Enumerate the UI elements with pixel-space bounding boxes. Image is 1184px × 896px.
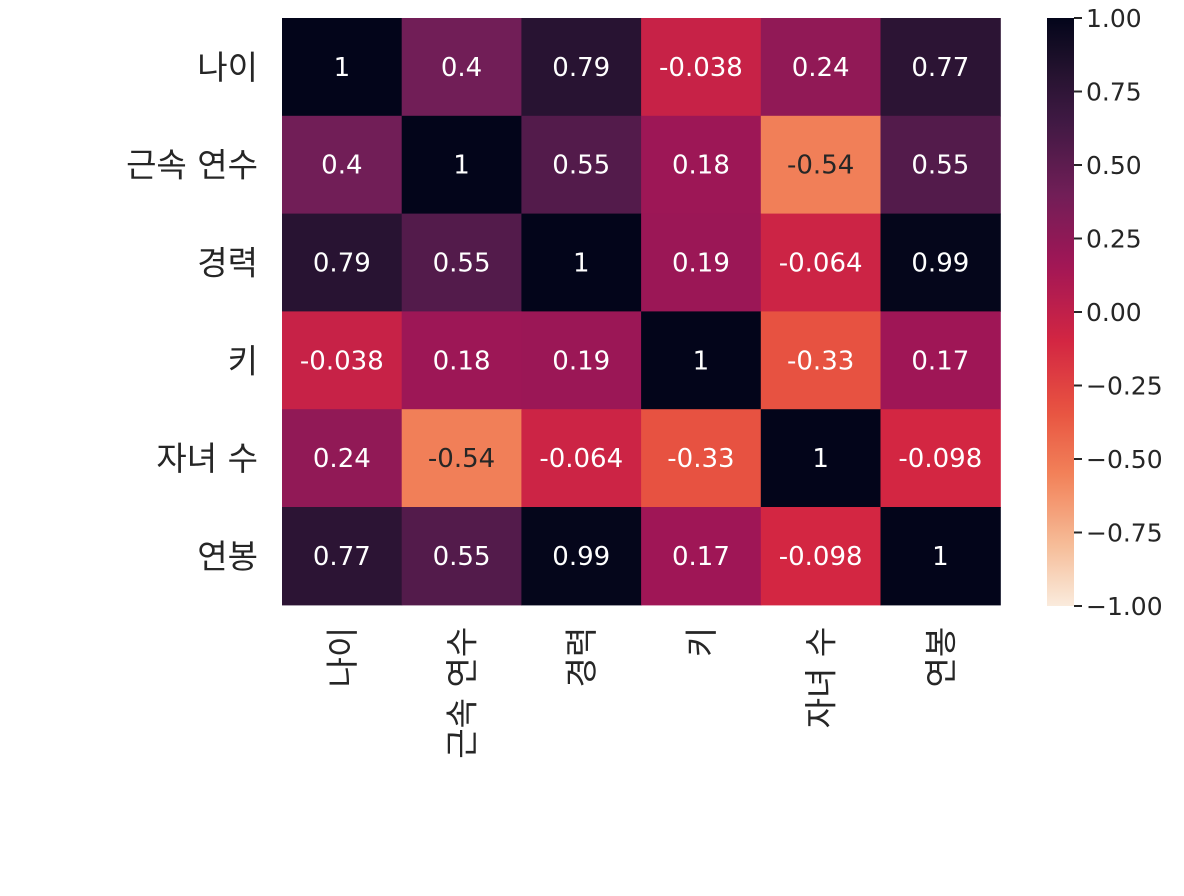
cell-value-label: -0.064 [779, 249, 863, 279]
y-tick-label: 경력 [197, 244, 258, 283]
cell-value-label: 1 [573, 249, 590, 279]
cell-value-label: 0.99 [911, 249, 969, 279]
cell-value-label: 1 [693, 346, 710, 376]
cell-value-label: -0.038 [659, 53, 743, 83]
heatmap-cell [282, 507, 403, 606]
colorbar-tick-label: −1.00 [1086, 592, 1163, 621]
heatmap-cell [401, 18, 522, 117]
cell-value-label: 0.18 [672, 151, 730, 181]
x-tick-label: 근속 연수 [443, 627, 482, 759]
cell-value-label: -0.54 [787, 151, 854, 181]
heatmap-cell [521, 311, 642, 410]
heatmap-cell [401, 115, 522, 215]
heatmap-cell [641, 507, 762, 606]
heatmap-cell [401, 507, 522, 606]
cell-value-label: -0.098 [898, 444, 982, 474]
heatmap-cell [641, 409, 762, 508]
x-tick-label: 자녀 수 [802, 627, 841, 729]
cell-value-label: 0.99 [552, 542, 610, 572]
x-axis-labels: 나이 근속 연수 경력 키 자녀 수 연봉 [323, 627, 960, 759]
cell-value-label: 0.79 [552, 53, 610, 83]
cell-value-label: 0.77 [313, 542, 371, 572]
heatmap-cells: 1 0.4 0.79 -0.038 0.24 0.77 0.4 1 0.55 0.18 -0.54 0… [282, 18, 1001, 606]
colorbar-tick-label: 0.50 [1086, 151, 1142, 180]
heatmap-cell [760, 409, 882, 508]
cell-value-label: 0.19 [552, 346, 610, 376]
cell-value-label: 0.4 [441, 53, 482, 83]
y-tick-label: 키 [228, 341, 258, 380]
cell-value-label: -0.098 [779, 542, 863, 572]
cell-value-label: 1 [932, 542, 949, 572]
heatmap-cell [521, 115, 642, 215]
cell-value-label: 0.19 [672, 249, 730, 279]
x-tick-label: 경력 [562, 627, 601, 688]
y-tick-label: 근속 연수 [126, 146, 258, 185]
heatmap-cell [282, 409, 403, 508]
colorbar: 1.00 0.75 0.50 0.25 0.00 −0.25 −0.50 −0.75 −1.00 [1047, 4, 1163, 621]
cell-value-label: -0.038 [300, 346, 384, 376]
heatmap-cell [401, 311, 522, 410]
heatmap-cell [521, 507, 642, 606]
x-tick-label: 연봉 [921, 627, 960, 688]
colorbar-tick-label: 0.75 [1086, 78, 1142, 107]
colorbar-tick-label: 0.00 [1086, 298, 1142, 327]
heatmap-cell [880, 311, 1001, 410]
cell-value-label: 0.55 [433, 542, 491, 572]
heatmap-cell [641, 213, 762, 312]
colorbar-tick-label: −0.25 [1086, 372, 1163, 401]
cell-value-label: 0.55 [911, 151, 969, 181]
cell-value-label: 0.24 [313, 444, 371, 474]
cell-value-label: 0.24 [792, 53, 850, 83]
heatmap-cell [641, 115, 762, 215]
heatmap-cell [880, 507, 1001, 606]
heatmap-cell [880, 409, 1001, 508]
heatmap-cell [282, 311, 403, 410]
colorbar-tick-label: 0.25 [1086, 225, 1142, 254]
y-tick-label: 나이 [197, 48, 258, 87]
cell-value-label: 1 [453, 151, 470, 181]
cell-value-label: 1 [334, 53, 351, 83]
colorbar-tick-label: −0.50 [1086, 445, 1163, 474]
cell-value-label: 0.4 [321, 151, 362, 181]
heatmap-cell [521, 18, 642, 117]
heatmap-cell [282, 115, 403, 215]
colorbar-gradient [1047, 18, 1074, 606]
y-tick-label: 자녀 수 [156, 439, 258, 478]
heatmap-cell [760, 18, 882, 117]
heatmap-cell [401, 409, 522, 508]
heatmap-cell [641, 311, 762, 410]
heatmap-cell [760, 115, 882, 215]
cell-value-label: 0.55 [433, 249, 491, 279]
colorbar-tick-label: 1.00 [1086, 4, 1142, 33]
heatmap-cell [760, 311, 882, 410]
heatmap-cell [401, 213, 522, 312]
x-tick-label: 나이 [323, 627, 362, 688]
cell-value-label: -0.064 [539, 444, 623, 474]
cell-value-label: -0.33 [787, 346, 854, 376]
heatmap-cell [521, 213, 642, 312]
heatmap-cell [880, 115, 1001, 215]
cell-value-label: 0.79 [313, 249, 371, 279]
heatmap-cell [760, 507, 882, 606]
heatmap-cell [880, 18, 1001, 117]
y-tick-label: 연봉 [197, 537, 258, 576]
cell-value-label: -0.54 [428, 444, 495, 474]
heatmap-cell [521, 409, 642, 508]
x-tick-label: 키 [682, 627, 721, 657]
heatmap-cell [880, 213, 1001, 312]
cell-value-label: -0.33 [667, 444, 734, 474]
cell-value-label: 0.17 [672, 542, 730, 572]
heatmap-cell [760, 213, 882, 312]
cell-value-label: 0.17 [911, 346, 969, 376]
cell-value-label: 0.55 [552, 151, 610, 181]
cell-value-label: 0.18 [433, 346, 491, 376]
cell-value-label: 1 [812, 444, 829, 474]
colorbar-tick-label: −0.75 [1086, 519, 1163, 548]
heatmap-cell [641, 18, 762, 117]
cell-value-label: 0.77 [911, 53, 969, 83]
heatmap-cell [282, 213, 403, 312]
heatmap-cell [282, 18, 403, 117]
